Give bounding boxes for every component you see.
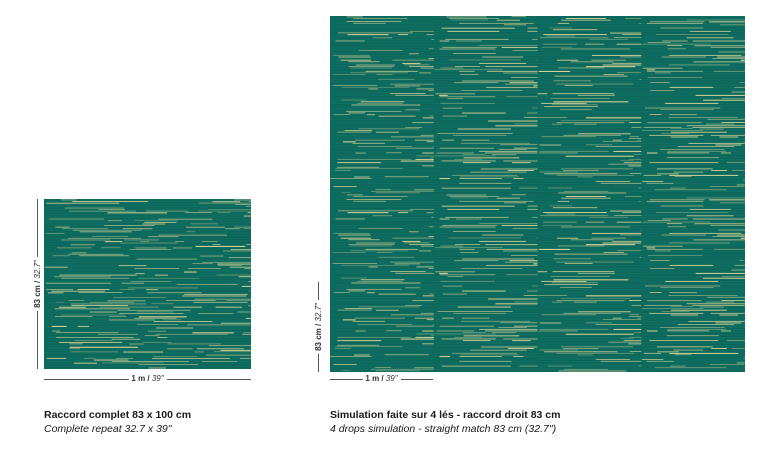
large-caption-subtitle: 4 drops simulation - straight match 83 c… (330, 423, 557, 435)
small-caption-subtitle: Complete repeat 32.7 x 39" (44, 423, 172, 435)
large-width-sep: / (379, 374, 386, 383)
large-width-metric: 1 m (365, 374, 380, 383)
small-caption: Raccord complet 83 x 100 cm Complete rep… (44, 408, 191, 436)
large-width-imperial: 39" (385, 374, 398, 383)
small-width-label: 1 m / 39" (128, 374, 167, 384)
large-caption-title: Simulation faite sur 4 lés - raccord dro… (330, 409, 561, 421)
drops-simulation-swatch (330, 16, 745, 372)
large-height-dimension: 83 cm / 32.7" (314, 282, 324, 372)
small-width-imperial: 39" (151, 374, 164, 383)
large-height-label: 83 cm / 32.7" (314, 300, 324, 354)
large-height-metric: 83 cm (314, 328, 323, 351)
small-width-metric: 1 m (131, 374, 146, 383)
large-height-imperial: 32.7" (314, 303, 323, 322)
small-height-metric: 83 cm (33, 285, 42, 308)
small-height-dimension: 83 cm / 32.7" (33, 199, 43, 369)
large-width-dimension: 1 m / 39" (330, 374, 433, 384)
small-height-label: 83 cm / 32.7" (33, 257, 43, 311)
large-caption: Simulation faite sur 4 lés - raccord dro… (330, 408, 561, 436)
small-caption-title: Raccord complet 83 x 100 cm (44, 409, 192, 421)
large-height-sep: / (314, 321, 323, 329)
drops-simulation-pattern (330, 16, 745, 372)
large-width-label: 1 m / 39" (362, 374, 401, 384)
small-width-dimension: 1 m / 39" (44, 374, 251, 384)
small-height-imperial: 32.7" (33, 260, 42, 279)
complete-repeat-swatch (44, 199, 251, 369)
small-height-sep: / (33, 278, 42, 286)
complete-repeat-pattern (44, 199, 251, 369)
small-width-sep: / (145, 374, 152, 383)
